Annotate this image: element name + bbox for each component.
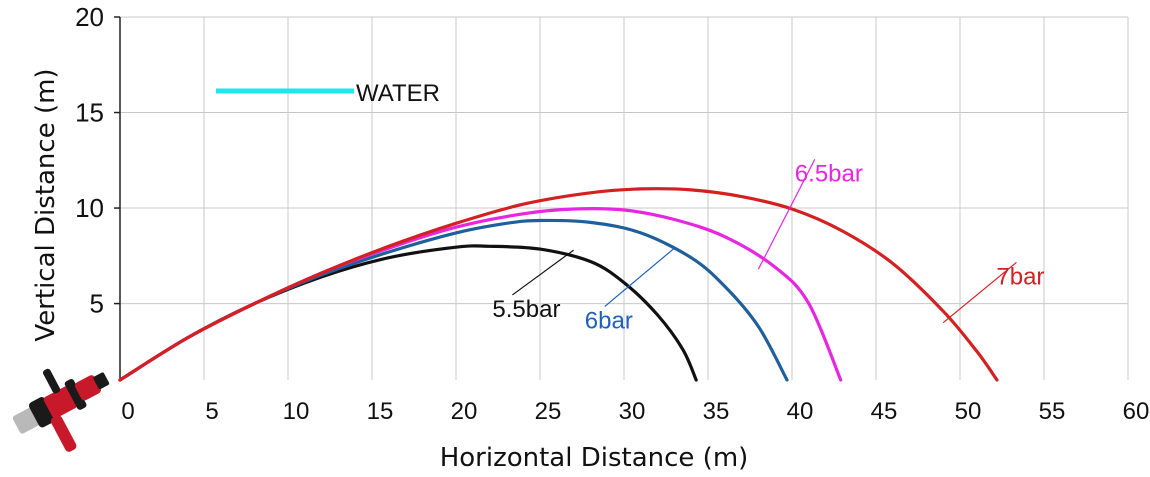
annotation-label-6bar: 6bar bbox=[585, 307, 633, 334]
y-axis-label: Vertical Distance (m) bbox=[31, 68, 61, 341]
x-tick-label-45: 45 bbox=[871, 398, 898, 425]
legend: WATER bbox=[216, 80, 440, 107]
annotation-label-6.5bar: 6.5bar bbox=[795, 160, 863, 187]
x-axis-label: Horizontal Distance (m) bbox=[440, 443, 749, 473]
x-tick-labels: 0 5 10 15 20 25 30 35 40 45 50 55 60 bbox=[121, 398, 1149, 425]
fire-hose-nozzle-icon bbox=[12, 368, 110, 452]
axes bbox=[114, 16, 121, 380]
series-lines bbox=[118, 187, 999, 382]
y-tick-label-15: 15 bbox=[75, 98, 104, 128]
x-tick-label-0: 0 bbox=[121, 398, 134, 425]
x-tick-label-20: 20 bbox=[451, 398, 478, 425]
x-tick-label-55: 55 bbox=[1039, 398, 1066, 425]
x-tick-label-10: 10 bbox=[283, 398, 310, 425]
y-tick-label-5: 5 bbox=[90, 289, 104, 319]
annotation-label-5.5bar: 5.5bar bbox=[492, 296, 560, 323]
x-tick-label-15: 15 bbox=[367, 398, 394, 425]
x-tick-label-50: 50 bbox=[955, 398, 982, 425]
grid bbox=[120, 16, 1129, 380]
y-tick-label-20: 20 bbox=[75, 2, 104, 32]
x-tick-label-40: 40 bbox=[787, 398, 814, 425]
x-tick-label-60: 60 bbox=[1123, 398, 1150, 425]
annotation-leader-6bar bbox=[604, 247, 675, 307]
x-tick-label-5: 5 bbox=[205, 398, 218, 425]
series-annotations: 5.5bar 6bar 6.5bar 7bar bbox=[492, 159, 1044, 334]
x-tick-label-30: 30 bbox=[619, 398, 646, 425]
y-tick-label-10: 10 bbox=[75, 193, 104, 223]
annotation-leader-6.5bar bbox=[757, 159, 816, 270]
x-tick-label-35: 35 bbox=[703, 398, 730, 425]
annotation-leader-7bar bbox=[942, 262, 1017, 324]
x-tick-label-25: 25 bbox=[535, 398, 562, 425]
series-line-7bar bbox=[118, 187, 999, 382]
legend-label-water: WATER bbox=[356, 80, 440, 107]
y-tick-labels: 5 10 15 20 bbox=[75, 2, 104, 319]
annotation-label-7bar: 7bar bbox=[996, 263, 1044, 290]
annotation-leader-5.5bar bbox=[512, 249, 574, 296]
